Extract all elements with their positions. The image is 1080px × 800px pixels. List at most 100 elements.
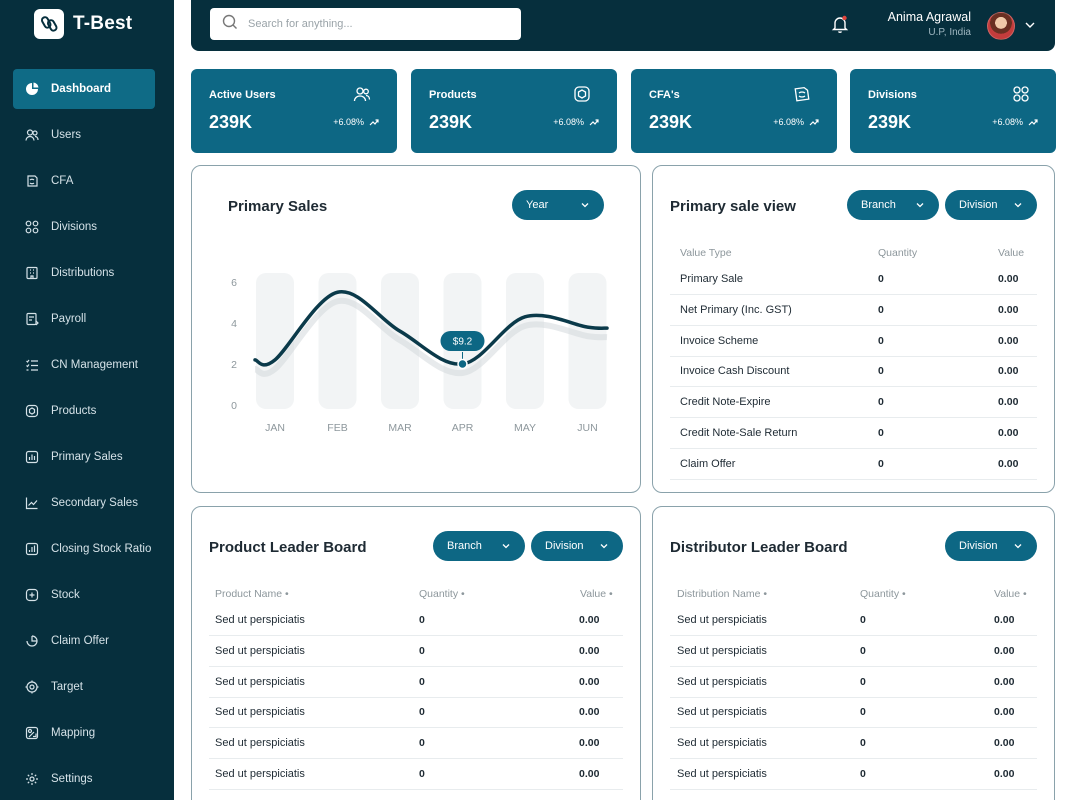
row-value-cell: 0.00 [994, 614, 1015, 626]
year-dropdown[interactable]: Year [512, 190, 604, 220]
search-box[interactable] [210, 8, 521, 40]
sidebar-item-settings[interactable]: Settings [13, 759, 155, 799]
stat-card-active-users[interactable]: Active Users 239K +6.08% [191, 69, 397, 153]
tooltip-bubble [440, 331, 485, 351]
sidebar-item-distributions[interactable]: Distributions [13, 253, 155, 293]
dropdown-label: Year [526, 199, 549, 211]
search-icon [222, 14, 238, 35]
sidebar-item-divisions[interactable]: Divisions [13, 207, 155, 247]
column-header-label: Value [580, 588, 607, 600]
chevron-down-icon [1014, 544, 1022, 549]
brand[interactable]: T-Best [34, 9, 132, 39]
search-input[interactable] [248, 18, 508, 30]
dropdown-label: Division [545, 540, 584, 552]
table-row[interactable]: Sed ut perspiciatis 0 0.00 [209, 667, 623, 698]
sidebar-item-secondary-sales[interactable]: Secondary Sales [13, 483, 155, 523]
sidebar-item-stock[interactable]: Stock [13, 575, 155, 615]
sidebar-item-label: Closing Stock Ratio [51, 543, 152, 555]
chart-bar-icon [25, 450, 39, 464]
sort-icon: • [1023, 588, 1027, 600]
primary-sales-chart: 0 2 4 6 JAN FEB MAR APR MAY JUN $9.2 [231, 273, 609, 434]
sidebar-item-products[interactable]: Products [13, 391, 155, 431]
column-header-quantity[interactable]: Quantity • [860, 588, 906, 600]
table-row[interactable]: Net Primary (Inc. GST) 0 0.00 [670, 295, 1037, 326]
table-row[interactable]: Invoice Scheme 0 0.00 [670, 326, 1037, 357]
row-value-cell: 0.00 [994, 706, 1015, 719]
column-header-value[interactable]: Value • [994, 588, 1027, 600]
column-header-label: Quantity [860, 588, 900, 600]
column-header-quantity[interactable]: Quantity • [419, 588, 465, 600]
division-dropdown[interactable]: Division [945, 190, 1037, 220]
sidebar-item-payroll[interactable]: Payroll [13, 299, 155, 339]
sidebar-item-dashboard[interactable]: Dashboard [13, 69, 155, 109]
stat-title: Active Users [209, 89, 276, 101]
row-value-cell: 0.00 [579, 737, 600, 750]
branch-dropdown[interactable]: Branch [433, 531, 525, 561]
row-name-cell: Sed ut perspiciatis [677, 737, 767, 750]
table-row[interactable]: Sed ut perspiciatis 0 0.00 [670, 697, 1037, 729]
row-value-cell: 0.00 [998, 334, 1019, 347]
row-value-cell: 0.00 [579, 644, 600, 657]
division-dropdown[interactable]: Division [531, 531, 623, 561]
row-name-cell: Sed ut perspiciatis [677, 706, 767, 719]
table-row[interactable]: Primary Sale 0 0.00 [670, 264, 1037, 295]
stat-card-cfas[interactable]: CFA's 239K +6.08% [631, 69, 837, 153]
row-name-cell: Sed ut perspiciatis [215, 644, 305, 657]
table-row[interactable]: Credit Note-Sale Return 0 0.00 [670, 418, 1037, 449]
column-header-value[interactable]: Value • [580, 588, 613, 600]
table-row[interactable]: Sed ut perspiciatis 0 0.00 [209, 636, 623, 667]
row-quantity-cell: 0 [878, 396, 884, 409]
sidebar-item-closing-stock-ratio[interactable]: Closing Stock Ratio [13, 529, 155, 569]
table-row[interactable]: Claim Offer 0 0.00 [670, 449, 1037, 480]
sidebar-item-claim-offer[interactable]: Claim Offer [13, 621, 155, 661]
row-quantity-cell: 0 [419, 737, 425, 750]
chevron-down-icon [581, 203, 589, 208]
stat-change-text: +6.08% [773, 117, 804, 127]
stat-change-text: +6.08% [992, 117, 1023, 127]
sidebar-item-cfa[interactable]: CFA [13, 161, 155, 201]
table-row[interactable]: Sed ut perspiciatis 0 0.00 [209, 759, 623, 790]
top-header: Anima Agrawal U.P, India [191, 0, 1055, 51]
grid-icon [25, 220, 39, 234]
map-icon [25, 726, 39, 740]
claim-icon [25, 634, 39, 648]
table-row[interactable]: Sed ut perspiciatis 0 0.00 [209, 697, 623, 729]
table-row[interactable]: Sed ut perspiciatis 0 0.00 [670, 759, 1037, 790]
column-header-distribution-name[interactable]: Distribution Name • [677, 588, 767, 600]
division-dropdown[interactable]: Division [945, 531, 1037, 561]
trend-up-icon [369, 119, 379, 126]
stat-card-products[interactable]: Products 239K +6.08% [411, 69, 617, 153]
x-tick-label: APR [452, 422, 474, 434]
chevron-down-icon[interactable] [1024, 18, 1036, 30]
table-row[interactable]: Sed ut perspiciatis 0 0.00 [209, 605, 623, 636]
row-quantity-cell: 0 [419, 768, 425, 780]
bell-icon[interactable] [831, 14, 849, 34]
cfa-icon [25, 174, 39, 188]
panel-title: Primary sale view [670, 198, 796, 215]
table-row[interactable]: Sed ut perspiciatis 0 0.00 [670, 728, 1037, 760]
sidebar-item-users[interactable]: Users [13, 115, 155, 155]
table-row[interactable]: Invoice Cash Discount 0 0.00 [670, 356, 1037, 388]
row-name-cell: Credit Note-Expire [680, 396, 771, 409]
table-row[interactable]: Sed ut perspiciatis 0 0.00 [670, 605, 1037, 636]
sidebar-item-primary-sales[interactable]: Primary Sales [13, 437, 155, 477]
branch-dropdown[interactable]: Branch [847, 190, 939, 220]
table-row[interactable]: Credit Note-Expire 0 0.00 [670, 387, 1037, 419]
table-row[interactable]: Sed ut perspiciatis 0 0.00 [209, 728, 623, 760]
column-header-product-name[interactable]: Product Name • [215, 588, 289, 600]
sidebar-item-label: CFA [51, 175, 74, 187]
sidebar-item-mapping[interactable]: Mapping [13, 713, 155, 753]
column-header-quantity: Quantity [878, 247, 918, 259]
avatar[interactable] [987, 12, 1015, 40]
stat-card-divisions[interactable]: Divisions 239K +6.08% [850, 69, 1056, 153]
sidebar-item-cn-management[interactable]: CN Management [13, 345, 155, 385]
series-line [253, 290, 609, 367]
sidebar-item-target[interactable]: Target [13, 667, 155, 707]
dropdown-label: Division [959, 540, 998, 552]
row-name-cell: Invoice Cash Discount [680, 365, 790, 378]
dropdown-label: Division [959, 199, 998, 211]
row-value-cell: 0.00 [579, 614, 600, 626]
table-row[interactable]: Sed ut perspiciatis 0 0.00 [670, 667, 1037, 698]
table-row[interactable]: Sed ut perspiciatis 0 0.00 [670, 636, 1037, 667]
sort-icon: • [285, 588, 289, 600]
